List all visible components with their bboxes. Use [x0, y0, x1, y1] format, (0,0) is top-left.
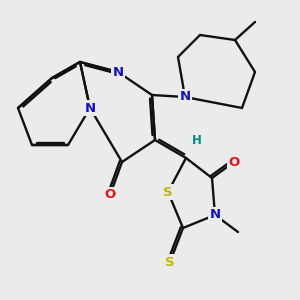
- Text: N: N: [84, 101, 96, 115]
- Text: O: O: [228, 155, 240, 169]
- Text: N: N: [179, 91, 191, 103]
- Text: S: S: [165, 256, 175, 268]
- Text: N: N: [112, 65, 124, 79]
- Text: N: N: [209, 208, 220, 221]
- Text: H: H: [192, 134, 202, 146]
- Text: O: O: [104, 188, 116, 202]
- Text: S: S: [163, 185, 173, 199]
